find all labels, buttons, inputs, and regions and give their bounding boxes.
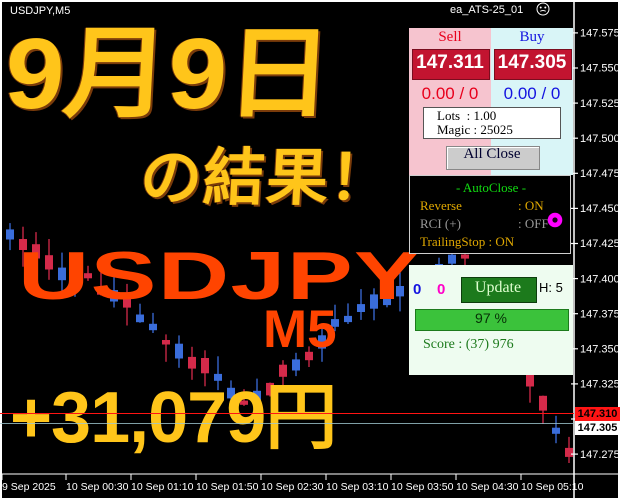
svg-text:10 Sep 00:30: 10 Sep 00:30: [66, 481, 129, 493]
svg-text:10 Sep 02:30: 10 Sep 02:30: [261, 481, 324, 493]
svg-text:10 Sep 03:50: 10 Sep 03:50: [391, 481, 454, 493]
svg-text:10 Sep 05:10: 10 Sep 05:10: [521, 481, 584, 493]
svg-text:10 Sep 03:10: 10 Sep 03:10: [326, 481, 389, 493]
svg-text:10 Sep 01:50: 10 Sep 01:50: [196, 481, 259, 493]
svg-text:10 Sep 01:10: 10 Sep 01:10: [131, 481, 194, 493]
svg-text:10 Sep 04:30: 10 Sep 04:30: [456, 481, 519, 493]
svg-text:9 Sep 2025: 9 Sep 2025: [2, 481, 56, 493]
